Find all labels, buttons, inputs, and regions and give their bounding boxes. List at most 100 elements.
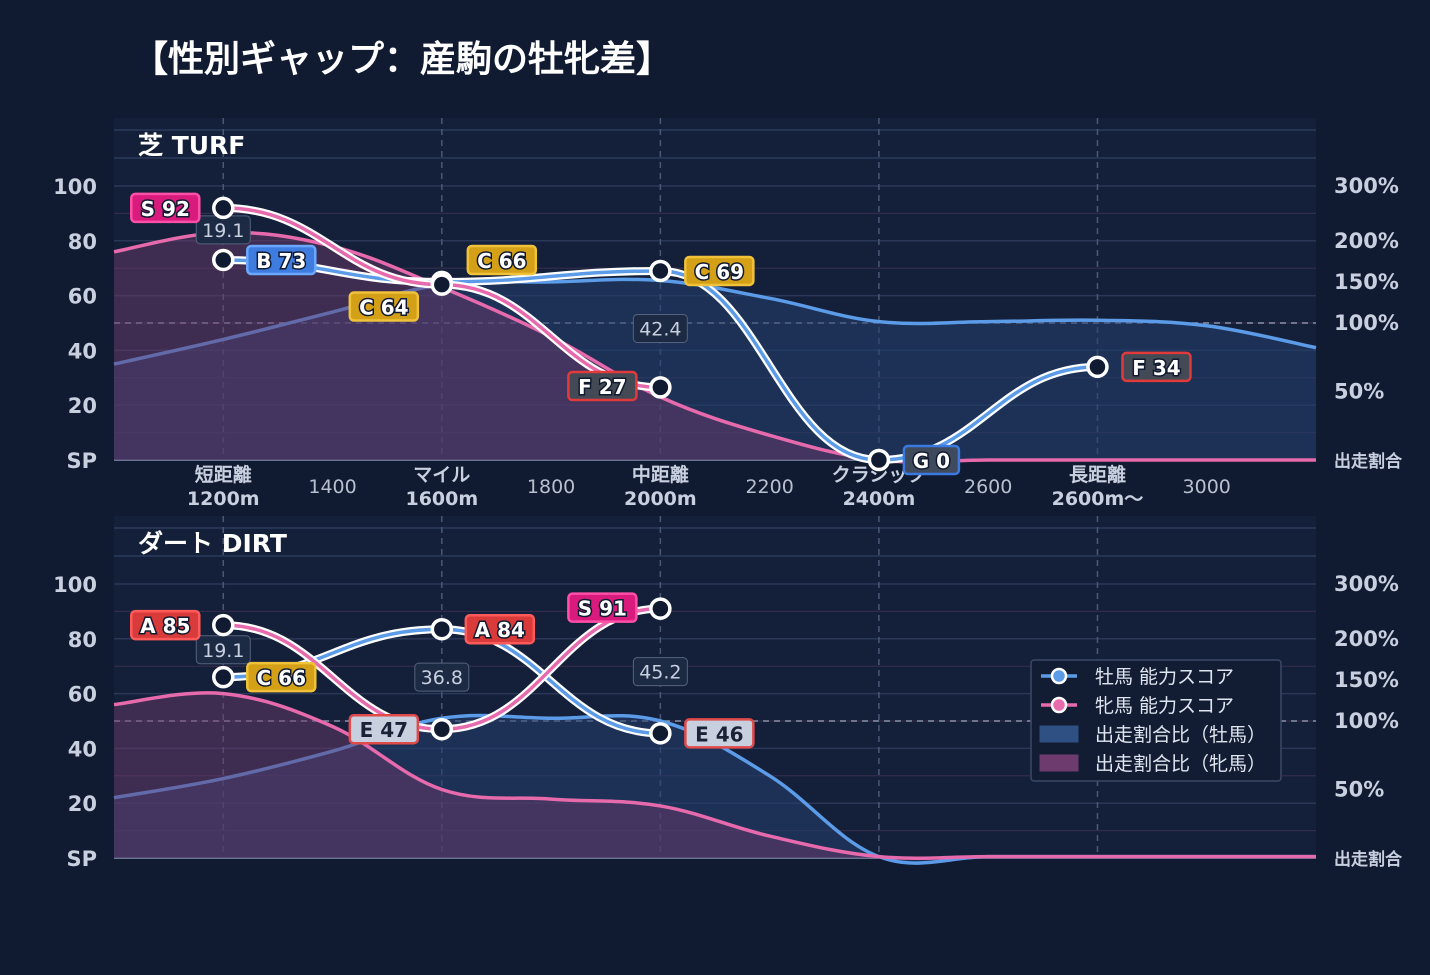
y-right-tick: 200%	[1334, 229, 1399, 253]
grade-badge-text: C 69	[695, 260, 744, 284]
legend-swatch-marker	[1050, 696, 1068, 714]
grade-badge-box	[464, 613, 536, 645]
gap-value: 42.4	[639, 318, 681, 340]
grade-badge: C 66	[246, 661, 317, 693]
gap-box	[632, 657, 688, 687]
grade-badge-box	[567, 370, 638, 402]
y-left-tick: 20	[68, 792, 97, 816]
panel-title: 芝 TURF	[138, 131, 245, 160]
grade-badge: F 27	[567, 370, 638, 402]
grade-badge: A 85	[130, 609, 201, 641]
y-right-tick: 100%	[1334, 709, 1399, 733]
grade-badge-text: G 0	[913, 449, 950, 473]
grade-badge-text: E 47	[360, 718, 408, 742]
y-right-tick: 300%	[1334, 572, 1399, 596]
grade-badge: S 91	[567, 592, 638, 623]
grade-badge: E 47	[348, 713, 420, 745]
y-left-tick: 100	[53, 573, 97, 597]
x-tick-sublabel: 2400m	[843, 488, 916, 510]
y-left-tick: 80	[68, 628, 97, 652]
y-right-tick: 150%	[1334, 270, 1399, 294]
y-left-tick: 60	[68, 683, 97, 707]
grade-badge: G 0	[902, 444, 961, 476]
y-left-tick: SP	[66, 449, 97, 473]
grade-badge: F 34	[1121, 351, 1192, 383]
grade-badge: E 46	[684, 718, 755, 749]
y-left-tick: 40	[68, 339, 97, 363]
legend-label: 牡馬 能力スコア	[1095, 666, 1234, 688]
grade-badge: C 64	[348, 291, 420, 322]
gap-label: 19.1	[195, 635, 251, 665]
grade-badge-text: C 64	[359, 296, 408, 320]
female-ratio-area	[114, 692, 1316, 859]
gap-box	[632, 313, 688, 343]
x-tick-sublabel: 1200m	[187, 488, 260, 510]
legend-swatch-marker	[1050, 667, 1068, 685]
grade-badge-box	[130, 609, 201, 641]
x-tick-label: マイル	[413, 464, 470, 486]
grade-badge-text: S 92	[141, 197, 190, 221]
grade-badge-box	[348, 713, 420, 745]
grade-badge-box	[684, 718, 755, 749]
x-tick-label: 長距離	[1069, 463, 1126, 486]
grade-badge-box	[567, 592, 638, 623]
x-tick-label: クラシック	[832, 464, 927, 486]
grade-badge-text: C 66	[477, 249, 526, 273]
grade-badge-box	[246, 244, 317, 276]
x-tick-sublabel: 2000m	[624, 488, 697, 510]
grade-badge-text: S 91	[578, 597, 627, 621]
female-marker	[649, 597, 672, 620]
y-right-tick: 出走割合	[1334, 849, 1403, 870]
female-ratio-line	[113, 691, 1316, 861]
legend-swatch-area	[1039, 754, 1079, 772]
y-left-tick: 60	[68, 285, 97, 309]
x-tick-label: 2200	[745, 476, 793, 498]
y-right-tick: 50%	[1334, 778, 1384, 802]
gap-value: 45.2	[639, 662, 681, 684]
female-marker	[212, 196, 235, 220]
panel-turf: 芝 TURF SP 20 40 60 80 100 出走割合 50% 100% 150% 200% 30…	[53, 118, 1403, 510]
grade-badge: C 66	[466, 244, 538, 276]
y-right-tick: 300%	[1334, 174, 1399, 198]
gap-label: 42.4	[632, 313, 688, 343]
legend-label: 出走割合比（牝馬）	[1095, 753, 1266, 775]
y-left-tick: 100	[53, 175, 97, 199]
y-right-tick: 50%	[1334, 380, 1384, 404]
grade-badge: C 69	[684, 255, 755, 287]
legend-label: 出走割合比（牡馬）	[1095, 724, 1266, 746]
grade-badge-box	[348, 291, 420, 322]
grade-badge: B 73	[246, 244, 317, 276]
male-marker	[867, 448, 891, 472]
gap-box	[414, 662, 470, 692]
grade-badge-text: F 27	[578, 375, 626, 399]
x-tick-label: 短距離	[195, 463, 252, 486]
male-marker	[649, 259, 672, 283]
y-left-tick: SP	[66, 847, 97, 871]
female-marker	[430, 273, 454, 296]
y-right-tick: 100%	[1334, 311, 1399, 335]
grade-badge-box	[902, 444, 961, 476]
gap-value: 19.1	[202, 640, 244, 662]
gap-label: 19.1	[195, 215, 251, 245]
x-tick-label: 3000	[1183, 476, 1231, 498]
x-tick-label: 2600	[964, 476, 1012, 498]
y-left-tick: 20	[68, 394, 97, 418]
grade-badge: S 92	[130, 192, 201, 224]
y-right-tick: 150%	[1334, 668, 1399, 692]
gap-label: 45.2	[632, 657, 688, 687]
male-marker	[1086, 355, 1109, 379]
grade-badge: A 84	[464, 613, 536, 645]
grade-badge-box	[1121, 351, 1192, 383]
grade-badge-box	[684, 255, 755, 287]
y-left-tick: 80	[68, 230, 97, 254]
legend-swatch-area	[1039, 725, 1079, 743]
male-marker	[430, 617, 454, 641]
gap-value: 36.8	[421, 667, 463, 689]
legend-box	[1030, 659, 1282, 782]
grade-badge-box	[246, 661, 317, 693]
y-right-tick: 出走割合	[1334, 451, 1403, 472]
female-ratio-area	[114, 232, 1316, 462]
female-marker	[212, 613, 235, 637]
